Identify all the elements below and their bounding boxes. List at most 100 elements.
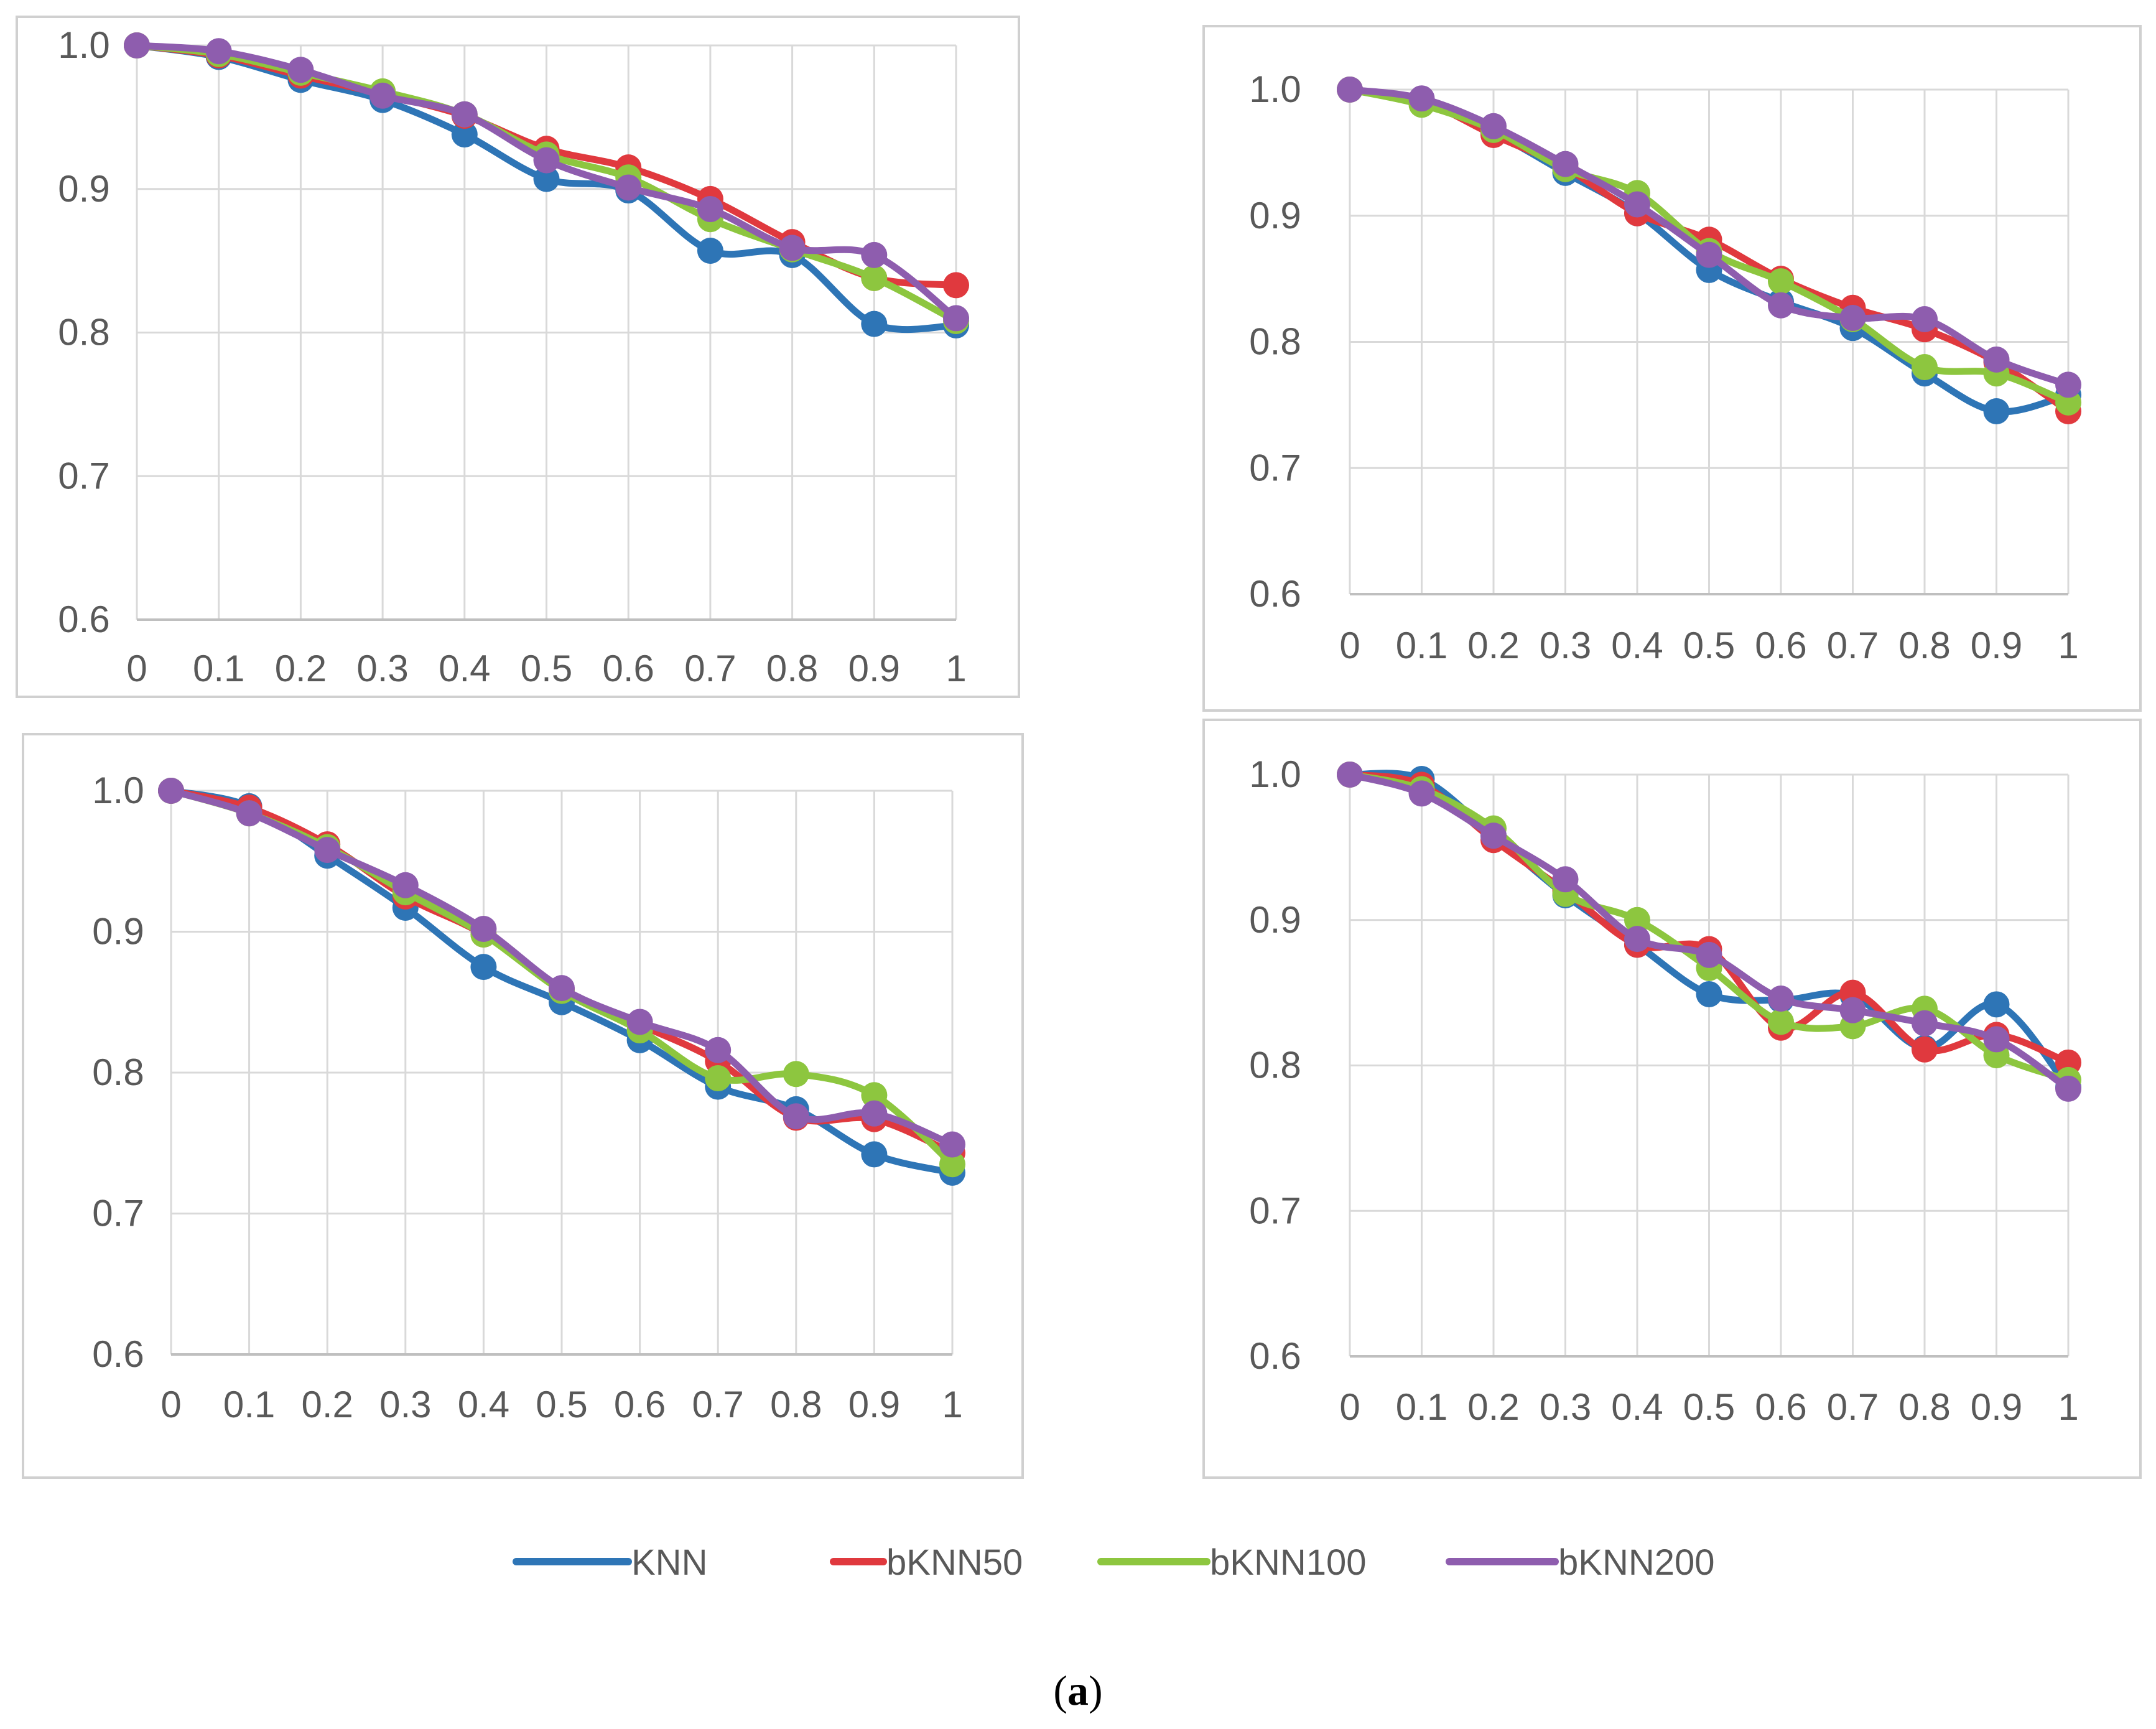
data-point	[697, 196, 723, 223]
x-tick-label: 0.6	[1755, 625, 1806, 666]
x-tick-label: 0.1	[193, 648, 244, 689]
data-point	[314, 837, 341, 864]
series-bknn200	[158, 778, 965, 1158]
data-point	[1696, 941, 1722, 968]
legend-item-bknn200: bKNN200	[1446, 1542, 1714, 1583]
x-tick-label: 0.4	[458, 1384, 509, 1425]
x-tick-label: 1	[2058, 625, 2078, 666]
y-tick-label: 0.9	[92, 911, 144, 953]
legend-label-bknn100: bKNN100	[1210, 1542, 1366, 1583]
y-tick-label: 0.9	[1249, 195, 1301, 236]
x-tick-label: 0.6	[614, 1384, 666, 1425]
data-point	[939, 1131, 965, 1158]
chart-top-left: 0.6 0.7 0.8 0.9 1.0 0 0.1 0.2 0.3 0.4 0.5 0.6 0.7 0.8…	[16, 16, 1020, 698]
x-tick-label: 0	[1339, 1386, 1360, 1428]
x-tick-label: 0.1	[1396, 1386, 1447, 1428]
y-tick-label: 0.8	[58, 312, 109, 353]
data-point	[783, 1103, 809, 1130]
x-tick-label: 0.3	[1540, 625, 1591, 666]
data-point	[1768, 292, 1794, 319]
data-point	[783, 1061, 809, 1088]
x-tick-label: 1	[946, 648, 966, 689]
data-point	[705, 1065, 732, 1092]
x-tick-label: 0	[160, 1384, 181, 1425]
data-point	[1696, 981, 1722, 1007]
data-point	[1552, 151, 1579, 177]
x-tick-label: 0.3	[379, 1384, 431, 1425]
data-point	[470, 915, 497, 942]
x-tick-label: 0.7	[684, 648, 736, 689]
data-point	[1912, 354, 1938, 381]
data-point	[1696, 241, 1722, 268]
chart-panels: 0.6 0.7 0.8 0.9 1.0 0 0.1 0.2 0.3 0.4 0.5 0.6 0.7 0.8…	[16, 16, 2142, 1479]
x-tick-label: 0.6	[1755, 1386, 1806, 1428]
x-tick-label: 0.7	[1827, 625, 1879, 666]
y-tick-label: 0.9	[1249, 899, 1301, 941]
data-point	[1839, 304, 1866, 331]
x-tick-label: 0.5	[536, 1384, 587, 1425]
x-tick-label: 0	[1339, 625, 1360, 666]
data-point	[1624, 926, 1650, 953]
y-tick-label: 1.0	[1249, 68, 1301, 110]
legend-label-bknn50: bKNN50	[886, 1542, 1023, 1583]
data-point	[1480, 823, 1507, 849]
x-tick-label: 0.6	[602, 648, 654, 689]
data-point	[1552, 866, 1579, 893]
data-point	[1768, 268, 1794, 295]
data-point	[158, 778, 184, 804]
data-point	[533, 147, 560, 174]
data-point	[939, 1151, 965, 1178]
x-tick-label: 1	[942, 1384, 962, 1425]
chart-frame	[16, 16, 1020, 698]
x-tick-label: 0.8	[766, 648, 818, 689]
y-tick-label: 0.8	[92, 1051, 144, 1093]
x-tick-label: 0.7	[692, 1384, 743, 1425]
x-tick-label: 0.8	[770, 1384, 822, 1425]
data-point	[369, 82, 396, 109]
data-point	[1337, 77, 1363, 103]
x-tick-label: 0.2	[1467, 625, 1519, 666]
x-tick-label: 0.5	[1683, 625, 1735, 666]
data-point	[1983, 398, 2010, 425]
chart-top-right: 0.6 0.7 0.8 0.9 1.0 0 0.1 0.2 0.3 0.4 0.5 0.6 0.7 0.8…	[1202, 25, 2142, 712]
data-point	[205, 38, 232, 65]
series-bknn200	[124, 32, 969, 332]
data-point	[861, 264, 888, 291]
x-tick-label: 0	[126, 648, 147, 689]
legend: KNN bKNN50 bKNN100 bKNN200	[513, 1542, 1714, 1583]
x-tick-label: 0.1	[223, 1384, 275, 1425]
series-bknn200	[1337, 762, 2081, 1102]
data-point	[1480, 113, 1507, 139]
data-point	[470, 954, 497, 981]
data-point	[1337, 762, 1363, 788]
y-tick-label: 0.7	[92, 1193, 144, 1234]
chart-bottom-left: 0.6 0.7 0.8 0.9 1.0 0 0.1 0.2 0.3 0.4 0.5 0.6 0.7 0.8…	[22, 733, 1024, 1479]
caption-letter: a	[1067, 1667, 1089, 1714]
data-point	[451, 101, 478, 128]
data-point	[392, 872, 419, 898]
x-tick-label: 1	[2058, 1386, 2078, 1428]
x-tick-label: 0.5	[521, 648, 572, 689]
x-tick-label: 0.9	[1971, 1386, 2022, 1428]
data-point	[1624, 191, 1650, 218]
y-tick-label: 0.8	[1249, 1045, 1301, 1086]
data-point	[124, 32, 150, 58]
data-point	[1912, 1010, 1938, 1037]
data-point	[1768, 985, 1794, 1012]
data-point	[626, 1009, 653, 1035]
data-point	[1912, 306, 1938, 333]
figure-caption: (a)	[1053, 1667, 1102, 1714]
data-point	[1983, 346, 2010, 373]
data-point	[549, 975, 575, 1002]
data-point	[615, 174, 642, 201]
x-tick-label: 0.3	[1540, 1386, 1591, 1428]
caption-close-paren: )	[1089, 1667, 1103, 1714]
x-tick-label: 0.7	[1827, 1386, 1879, 1428]
data-point	[779, 235, 806, 261]
data-point	[861, 1100, 888, 1127]
gridlines	[1349, 773, 2070, 1358]
data-point	[861, 1082, 888, 1109]
data-point	[861, 241, 888, 268]
data-point	[451, 121, 478, 148]
